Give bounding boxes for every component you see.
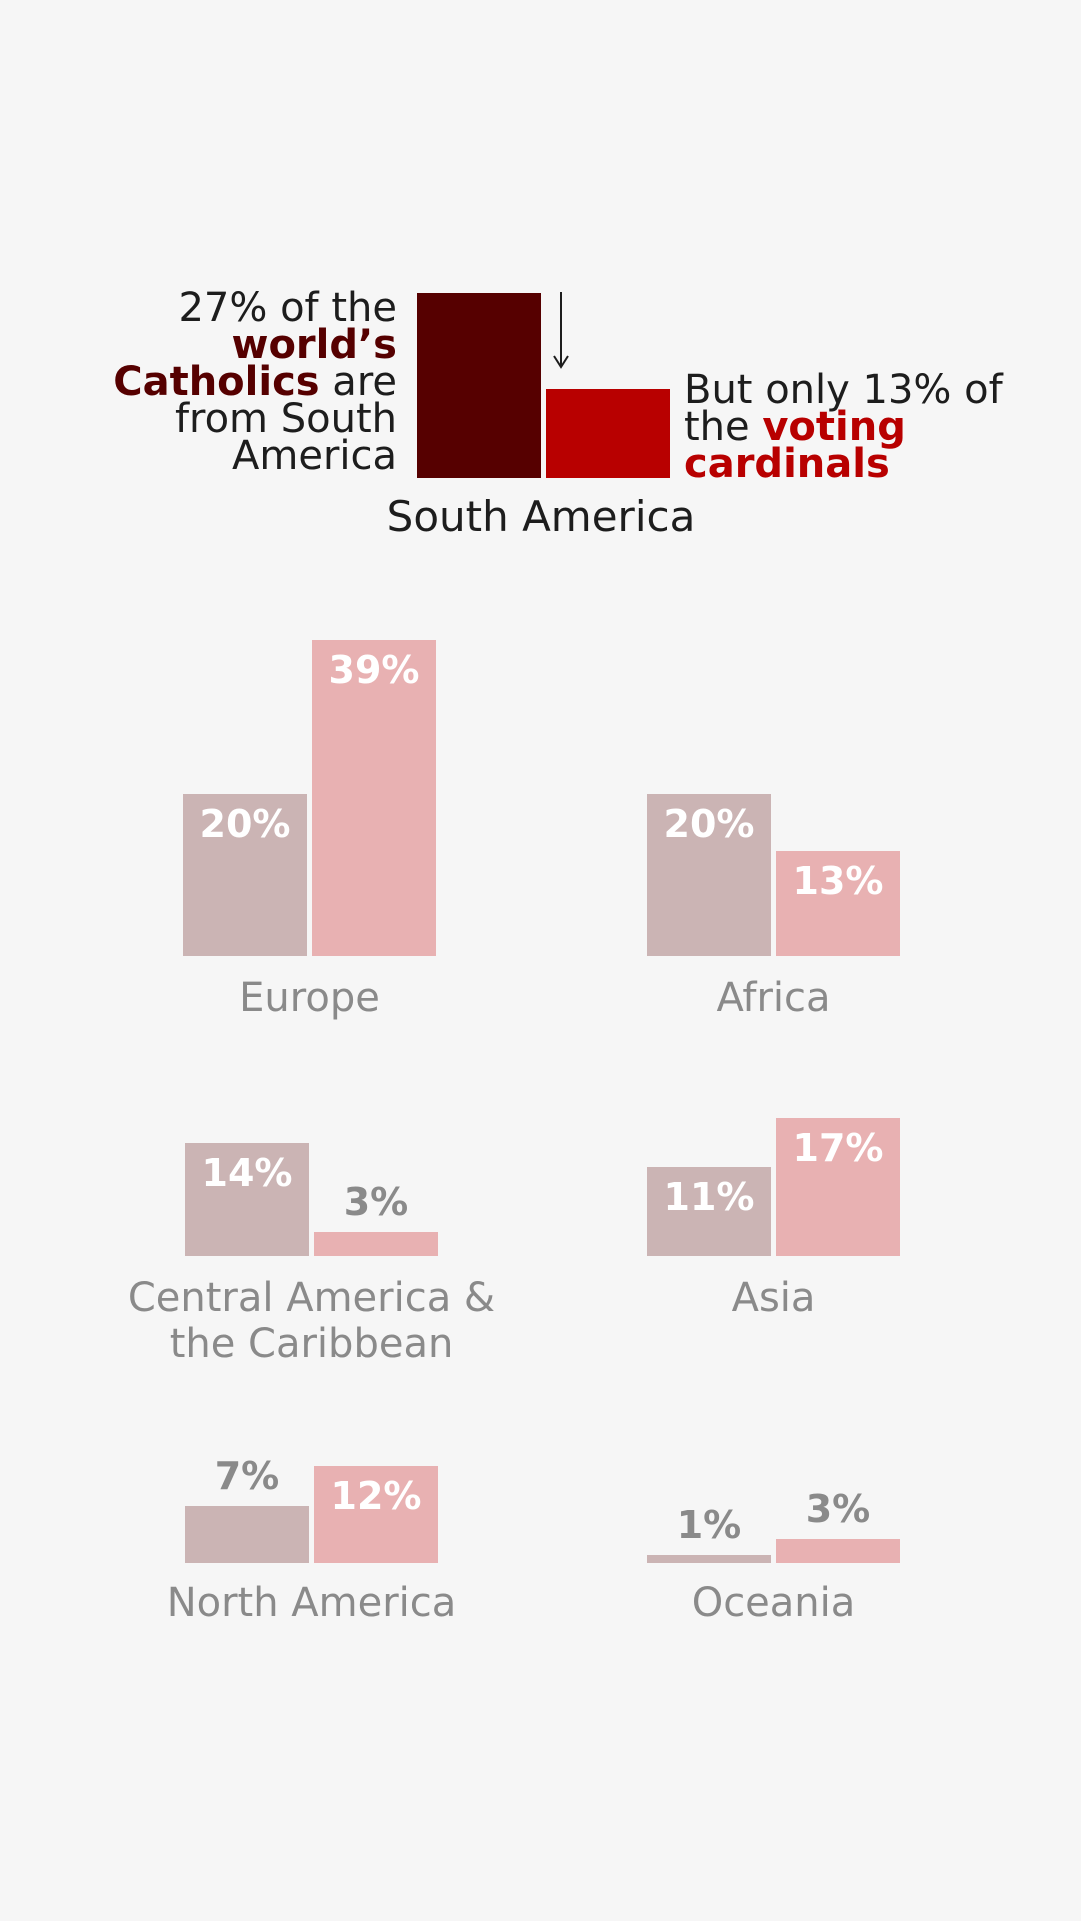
value-label-africa-cardinals: 13% — [792, 858, 884, 903]
value-label-africa-catholics: 20% — [663, 802, 755, 846]
bar-asia-cardinals — [776, 1118, 900, 1256]
bar-africa-catholics — [647, 794, 771, 956]
region-label-central-america-and-the-caribbean: Central America & the Caribbean — [127, 1275, 496, 1367]
region-label-asia: Asia — [731, 1275, 816, 1321]
annotation-right-text-1: But only 13% of the — [684, 367, 1003, 450]
cardinals-annotation: But only 13% of the voting cardinals — [684, 370, 1004, 484]
region-label-oceania: Oceania — [691, 1580, 856, 1626]
bar-north-america-cardinals — [314, 1465, 438, 1563]
annotation-left-text-1: 27% of the — [178, 285, 397, 331]
south-america-annotation: 27% of the world’s Catholics are from So… — [90, 288, 397, 476]
bar-central-america-and-the-caribbean-cardinals — [314, 1231, 438, 1256]
value-label-europe-catholics: 20% — [199, 802, 291, 846]
value-label-oceania-catholics: 1% — [676, 1502, 742, 1547]
annotation-left-text-2: are from South America — [174, 359, 397, 479]
region-label-south-america: South America — [386, 492, 696, 541]
bar-south-america-cardinals — [546, 388, 670, 478]
value-label-north-america-catholics: 7% — [214, 1454, 280, 1499]
bar-oceania-cardinals — [776, 1538, 900, 1563]
value-label-oceania-cardinals: 3% — [805, 1486, 871, 1531]
annotation-right-highlight: voting cardinals — [684, 404, 906, 487]
region-label-north-america: North America — [166, 1580, 457, 1626]
region-label-europe: Europe — [239, 975, 380, 1021]
bar-europe-catholics — [183, 794, 307, 956]
down-arrow-icon — [553, 292, 569, 369]
bar-oceania-catholics — [647, 1554, 771, 1563]
bar-central-america-and-the-caribbean-catholics — [185, 1142, 309, 1256]
value-label-asia-catholics: 11% — [663, 1174, 755, 1219]
value-label-asia-cardinals: 17% — [792, 1126, 884, 1171]
bar-south-america-catholics — [417, 293, 541, 478]
value-label-north-america-cardinals: 12% — [330, 1473, 422, 1518]
region-label-africa: Africa — [716, 975, 831, 1021]
bar-africa-cardinals — [776, 850, 900, 956]
bar-asia-catholics — [647, 1166, 771, 1256]
value-label-central-america-and-the-caribbean-cardinals: 3% — [343, 1179, 409, 1224]
bar-north-america-catholics — [185, 1506, 309, 1563]
value-label-europe-cardinals: 39% — [328, 648, 420, 693]
value-label-central-america-and-the-caribbean-catholics: 14% — [201, 1150, 293, 1195]
bar-europe-cardinals — [312, 640, 436, 956]
annotation-left-highlight: world’s Catholics — [113, 322, 397, 405]
